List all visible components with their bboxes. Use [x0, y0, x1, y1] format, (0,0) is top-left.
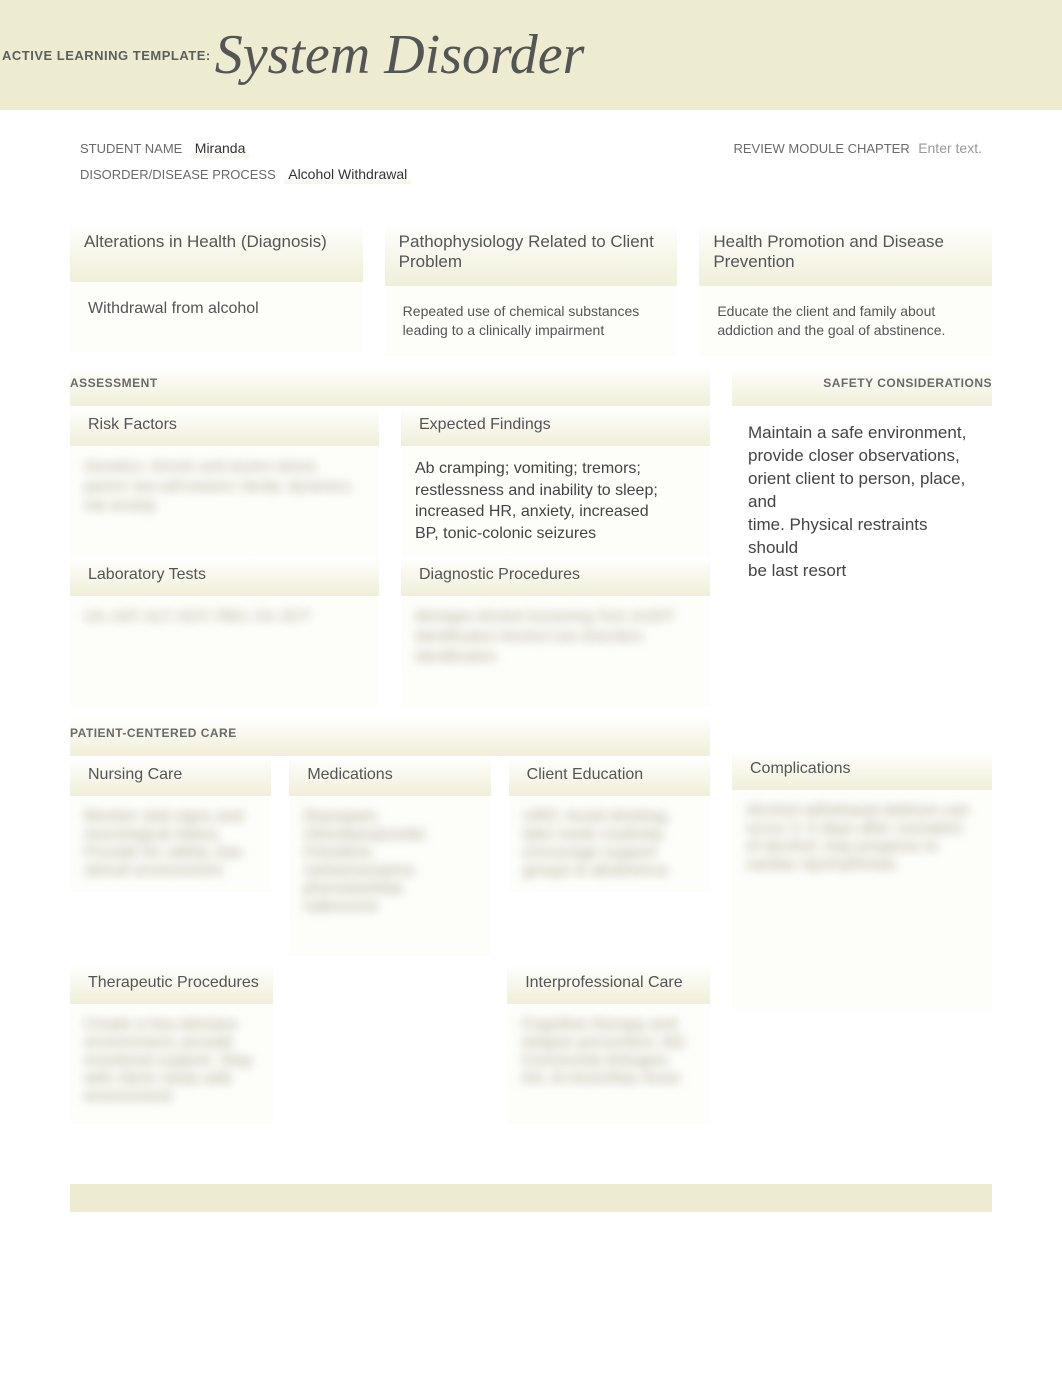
risk-card: Risk Factors Genetics: chronic and sever… [70, 406, 379, 556]
student-name-value[interactable]: Miranda [191, 138, 250, 159]
interprof-card: Interprofessional Care Cognitive therapy… [507, 964, 710, 1124]
health-promo-card: Health Promotion and Disease Prevention … [699, 222, 992, 356]
top-cards-row: Alterations in Health (Diagnosis) Withdr… [70, 222, 992, 356]
diag-title: Diagnostic Procedures [401, 556, 710, 596]
header-bar: ACTIVE LEARNING TEMPLATE: System Disorde… [0, 0, 1062, 110]
complications-blur: Alcohol withdrawal delirium can occur 2–… [746, 802, 978, 874]
footer-bar [70, 1184, 992, 1212]
client-ed-card: Client Education URD: Avoid drinking; ta… [509, 756, 710, 956]
labs-title: Laboratory Tests [70, 556, 379, 596]
chapter-placeholder[interactable]: Enter text. [918, 140, 982, 156]
nursing-card: Nursing Care Monitor vital signs and neu… [70, 756, 271, 956]
expected-title: Expected Findings [401, 406, 710, 446]
risk-title: Risk Factors [70, 406, 379, 446]
nursing-blur: Monitor vital signs and neurological sta… [84, 808, 257, 880]
interprof-blur: Cognitive therapy and relapse prevention… [521, 1016, 696, 1088]
meds-card: Medications Diazepam; chlordiazepoxide; … [289, 756, 490, 956]
alterations-title: Alterations in Health (Diagnosis) [70, 222, 363, 282]
expected-card: Expected Findings Ab cramping; vomiting;… [401, 406, 710, 556]
alterations-card: Alterations in Health (Diagnosis) Withdr… [70, 222, 363, 356]
patho-card: Pathophysiology Related to Client Proble… [385, 222, 678, 356]
health-promo-title: Health Promotion and Disease Prevention [699, 222, 992, 286]
interprof-title: Interprofessional Care [507, 964, 710, 1004]
client-ed-blur: URD: Avoid drinking; take meds routinely… [523, 808, 696, 880]
diag-body-blur: Michigan Alcohol Screening Tool; AUDIT I… [415, 608, 696, 667]
risk-body-blur: Genetics: chronic and severe stress; par… [84, 458, 365, 517]
meds-title: Medications [289, 756, 490, 796]
diag-card: Diagnostic Procedures Michigan Alcohol S… [401, 556, 710, 706]
disorder-value[interactable]: Alcohol Withdrawal [284, 164, 411, 185]
labs-body-blur: UA; AST; ALT; GGT; PBG; CK; ECT [84, 608, 365, 628]
therapeutic-title: Therapeutic Procedures [70, 964, 273, 1004]
client-ed-title: Client Education [509, 756, 710, 796]
pcc-label: PATIENT-CENTERED CARE [70, 716, 710, 756]
alterations-body: Withdrawal from alcohol [70, 282, 363, 352]
assessment-label: ASSESSMENT [70, 366, 710, 406]
complications-title: Complications [732, 750, 992, 790]
expected-line2: increased HR, anxiety, increased [415, 501, 696, 523]
meta-area: STUDENT NAME Miranda DISORDER/DISEASE PR… [0, 130, 1062, 222]
meds-blur: Diazepam; chlordiazepoxide; Clonidine; c… [303, 808, 476, 916]
chapter-label: REVIEW MODULE CHAPTER [733, 141, 909, 156]
therapeutic-blur: Create a low-stimulus environment; provi… [84, 1016, 259, 1106]
expected-line3: BP, tonic-colonic seizures [415, 523, 696, 545]
nursing-title: Nursing Care [70, 756, 271, 796]
safety-label: SAFETY CONSIDERATIONS [732, 366, 992, 406]
patho-title: Pathophysiology Related to Client Proble… [385, 222, 678, 286]
labs-card: Laboratory Tests UA; AST; ALT; GGT; PBG;… [70, 556, 379, 706]
template-prefix: ACTIVE LEARNING TEMPLATE: [0, 48, 211, 63]
student-name-label: STUDENT NAME [80, 141, 182, 156]
expected-line1: Ab cramping; vomiting; tremors; restless… [415, 458, 696, 501]
template-title: System Disorder [215, 23, 585, 87]
patho-body: Repeated use of chemical substances lead… [385, 286, 678, 356]
health-promo-body: Educate the client and family about addi… [699, 286, 992, 356]
safety-body: Maintain a safe environment, provide clo… [732, 406, 992, 599]
disorder-label: DISORDER/DISEASE PROCESS [80, 167, 276, 182]
therapeutic-card: Therapeutic Procedures Create a low-stim… [70, 964, 273, 1124]
